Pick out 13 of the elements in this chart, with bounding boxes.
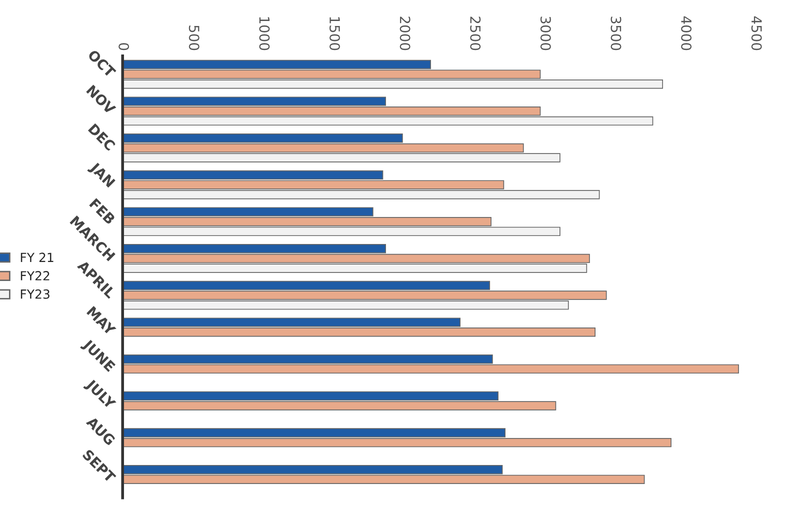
legend-label: FY23 bbox=[20, 289, 50, 299]
x-tick-label: 0 bbox=[118, 43, 130, 50]
x-tick-label: 1000 bbox=[259, 17, 270, 50]
legend-label: FY 21 bbox=[20, 252, 54, 262]
x-tick-label: 2500 bbox=[470, 16, 481, 50]
x-tick-label: 4000 bbox=[681, 16, 692, 50]
x-tick-label: 2000 bbox=[400, 16, 410, 50]
legend-label: FY22 bbox=[20, 271, 50, 280]
x-tick-label: 500 bbox=[188, 26, 200, 50]
x-tick-label: 3000 bbox=[540, 16, 551, 50]
x-tick-label: 3500 bbox=[610, 16, 622, 50]
x-tick-label: 4500 bbox=[751, 16, 762, 50]
x-tick-label: 1500 bbox=[330, 17, 340, 50]
